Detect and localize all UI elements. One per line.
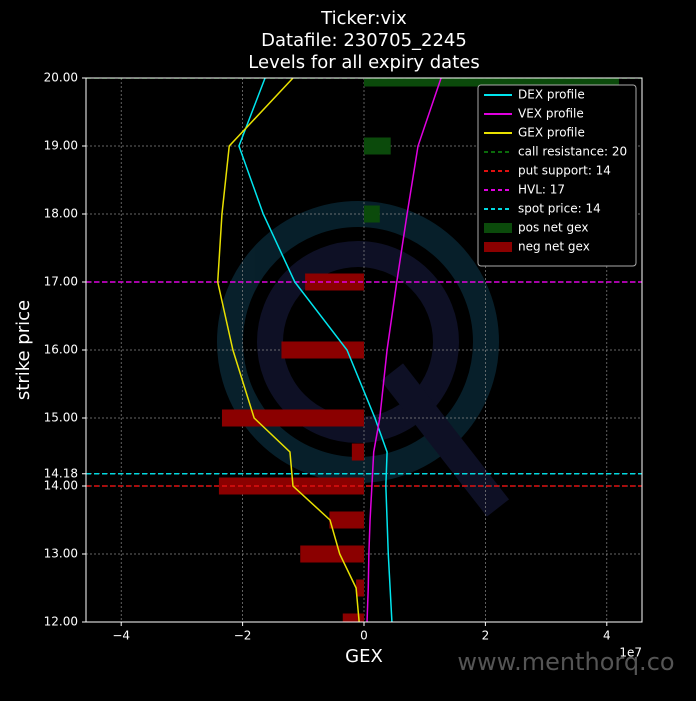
legend-label: put support: 14 — [518, 164, 611, 178]
bar — [218, 477, 364, 495]
x-tick-label: −2 — [234, 629, 252, 643]
bar — [351, 443, 364, 461]
bar — [300, 545, 364, 563]
bar — [342, 613, 364, 622]
plot-area — [86, 78, 642, 622]
y-tick-label: 16.00 — [44, 343, 78, 357]
chart-title: Datafile: 230705_2245 — [261, 30, 467, 51]
watermark: www.menthorq.co — [457, 648, 674, 676]
chart-title: Ticker:vix — [320, 8, 407, 29]
y-tick-label: 20.00 — [44, 71, 78, 85]
x-axis-label: GEX — [345, 646, 383, 667]
legend-swatch — [484, 223, 512, 233]
bar — [329, 511, 364, 529]
bar — [281, 341, 364, 359]
legend-label: DEX profile — [518, 88, 585, 102]
legend-swatch — [484, 242, 512, 252]
y-tick-label: 13.00 — [44, 547, 78, 561]
y-tick-label: 17.00 — [44, 275, 78, 289]
profile-line — [238, 78, 393, 622]
legend-label: neg net gex — [518, 240, 590, 254]
x-offset-label: 1e7 — [619, 646, 642, 660]
legend-label: pos net gex — [518, 221, 588, 235]
y-axis-label: strike price — [13, 300, 34, 400]
profile-line — [216, 78, 360, 622]
legend-label: HVL: 17 — [518, 183, 565, 197]
x-tick-label: −4 — [112, 629, 130, 643]
y-tick-label: 14.18 — [44, 466, 78, 480]
y-tick-label: 14.00 — [44, 479, 78, 493]
legend-label: VEX profile — [518, 107, 584, 121]
x-tick-label: 2 — [482, 629, 490, 643]
legend-label: spot price: 14 — [518, 202, 601, 216]
x-tick-label: 4 — [603, 629, 611, 643]
bar — [364, 205, 380, 223]
y-tick-label: 12.00 — [44, 615, 78, 629]
legend-label: GEX profile — [518, 126, 585, 140]
bar — [356, 579, 364, 597]
bar — [364, 137, 391, 155]
profile-line — [366, 78, 442, 622]
legend-box — [477, 84, 637, 267]
y-tick-label: 19.00 — [44, 139, 78, 153]
chart-title: Levels for all expiry dates — [248, 52, 479, 73]
y-tick-label: 18.00 — [44, 207, 78, 221]
x-tick-label: 0 — [360, 629, 368, 643]
bar — [221, 409, 364, 427]
y-tick-label: 15.00 — [44, 411, 78, 425]
legend-label: call resistance: 20 — [518, 145, 627, 159]
bar — [364, 78, 619, 87]
plot-frame — [85, 77, 643, 623]
